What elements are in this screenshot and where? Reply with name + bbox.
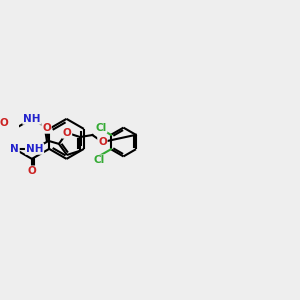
- Text: O: O: [28, 166, 36, 176]
- Text: O: O: [98, 137, 107, 147]
- Text: O: O: [63, 128, 71, 138]
- Text: O: O: [0, 118, 8, 128]
- Text: NH: NH: [26, 144, 43, 154]
- Text: Cl: Cl: [93, 155, 104, 165]
- Text: NH: NH: [23, 114, 40, 124]
- Text: Cl: Cl: [95, 123, 106, 133]
- Text: N: N: [10, 144, 19, 154]
- Text: O: O: [42, 123, 51, 133]
